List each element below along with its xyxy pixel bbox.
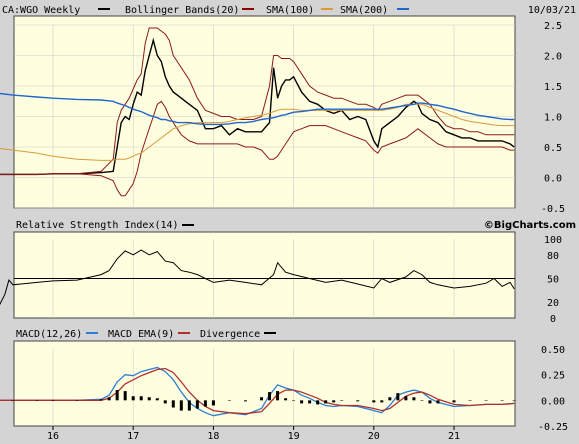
macd-divergence-bar	[316, 400, 320, 405]
macd-divergence-bar	[284, 398, 288, 401]
x-tick-label: 19	[288, 431, 300, 442]
macd-divergence-bar	[332, 400, 336, 403]
macd-divergence-bar	[35, 400, 39, 401]
x-tick-label: 16	[47, 431, 59, 442]
macd-divergence-bar	[187, 400, 191, 411]
macd-divergence-bar	[195, 400, 199, 409]
macd-divergence-bar	[51, 400, 55, 401]
macd-divergence-bar	[155, 398, 159, 401]
macd-divergence-bar	[276, 391, 280, 401]
rsi-series-group	[0, 249, 515, 306]
macd-divergence-bar	[123, 391, 127, 401]
macd-divergence-bar	[420, 400, 424, 401]
price-ytick-label: 1.0	[544, 113, 562, 124]
macd-divergence-bar	[500, 400, 504, 401]
macd-divergence-bar	[404, 396, 408, 401]
macd-divergence-bar	[412, 397, 416, 401]
macd-divergence-bar	[380, 400, 384, 403]
macd-ytick-label: 0.50	[541, 345, 565, 356]
macd-divergence-bar	[308, 400, 312, 404]
rsi-ytick-label: 80	[547, 251, 559, 262]
macd-divergence-bar	[227, 400, 231, 401]
date-label: 10/03/21	[528, 5, 576, 16]
macd-divergence-bar	[396, 393, 400, 401]
macd-series-line-macd	[0, 366, 515, 417]
x-axis: 16 17 18 19 20 21	[47, 426, 460, 442]
macd-divergence-bar	[179, 400, 183, 411]
macd-divergence-bar	[115, 390, 119, 401]
macd-divergence-bar	[131, 396, 135, 401]
rsi-ytick-label: 0	[550, 314, 556, 325]
x-tick-label: 17	[127, 431, 139, 442]
price-series-line-sma-200-	[0, 103, 515, 161]
macd-divergence-bar	[268, 392, 272, 401]
macd-divergence-bar	[452, 400, 456, 403]
price-series-line-bollinger-lower	[0, 100, 515, 197]
price-ytick-label: 0.5	[544, 143, 562, 154]
rsi-panel	[13, 231, 516, 319]
rsi-ytick-label: 20	[547, 298, 559, 309]
price-ytick-label: 2.0	[544, 52, 562, 63]
x-tick-label: 21	[448, 431, 460, 442]
macd-divergence-bar	[147, 397, 151, 401]
price-ytick-label: -0.5	[541, 204, 565, 215]
macd-ytick-label: 0.00	[541, 396, 565, 407]
macd-series-group	[0, 366, 516, 417]
watermark: ©BigCharts.com	[484, 220, 576, 231]
macd-divergence-bar	[171, 400, 175, 408]
macd-divergence-bar	[484, 400, 488, 401]
macd-series-line-macd-ema-9-	[0, 367, 515, 415]
macd-divergence-bar	[11, 400, 15, 401]
rsi-ytick-label: 50	[547, 275, 559, 286]
price-ytick-label: 1.5	[544, 82, 562, 93]
macd-ytick-label: 0.25	[541, 371, 565, 382]
rsi-ytick-label: 100	[544, 235, 562, 246]
macd-legend-label: MACD(12,26)	[16, 329, 82, 340]
macd-divergence-bar	[99, 399, 103, 401]
macd-divergence-bar	[436, 400, 440, 404]
macd-divergence-bar	[107, 397, 111, 401]
sma100-legend-label: SMA(100)	[266, 5, 314, 16]
macd-divergence-bar	[260, 397, 264, 401]
macd-divergence-bar	[324, 400, 328, 404]
sma200-legend-label: SMA(200)	[340, 5, 388, 16]
price-ytick-label: 0.0	[544, 174, 562, 185]
macd-divergence-bar	[243, 400, 247, 402]
price-panel	[13, 15, 516, 209]
macd-divergence-bar	[75, 400, 79, 401]
macd-divergence-bar	[163, 400, 167, 404]
macd-divergence-bar	[356, 400, 360, 402]
price-series-line-bollinger-upper	[0, 27, 515, 175]
rsi-legend-label: Relative Strength Index(14)	[16, 220, 179, 231]
macd-divergence-bar	[428, 400, 432, 404]
macd-divergence-bar	[340, 400, 344, 401]
price-series-line-ca-wgo	[0, 37, 515, 176]
x-tick-label: 18	[207, 431, 219, 442]
macd-divergence-bar	[388, 397, 392, 401]
bollinger-legend-label: Bollinger Bands(20)	[125, 5, 239, 16]
macd-ema-legend-label: MACD EMA(9)	[108, 329, 174, 340]
macd-divergence-bar	[203, 400, 207, 407]
macd-divergence-bar	[372, 400, 376, 403]
macd-divergence-bar	[211, 400, 215, 406]
divergence-legend-label: Divergence	[200, 329, 260, 340]
rsi-series-line-rsi	[0, 249, 515, 306]
macd-ytick-label: -0.25	[538, 422, 568, 433]
macd-panel	[13, 340, 516, 427]
price-ytick-label: 2.5	[544, 21, 562, 32]
symbol-label: CA:WGO Weekly	[2, 5, 80, 16]
macd-divergence-bar	[139, 396, 143, 401]
x-tick-label: 20	[368, 431, 380, 442]
rsi-grid: 100 80 50 20 0	[14, 235, 562, 325]
macd-divergence-bar	[292, 400, 296, 401]
price-series-line-sma-100-	[0, 92, 515, 126]
macd-grid: 0.50 0.25 0.00 -0.25	[52, 345, 568, 433]
price-grid: 2.5 2.0 1.5 1.0 0.5 0.0 -0.5	[14, 21, 565, 215]
macd-divergence-bar	[468, 400, 472, 401]
macd-divergence-bar	[512, 400, 516, 401]
price-series-group	[0, 27, 515, 197]
macd-divergence-bar	[300, 400, 304, 404]
